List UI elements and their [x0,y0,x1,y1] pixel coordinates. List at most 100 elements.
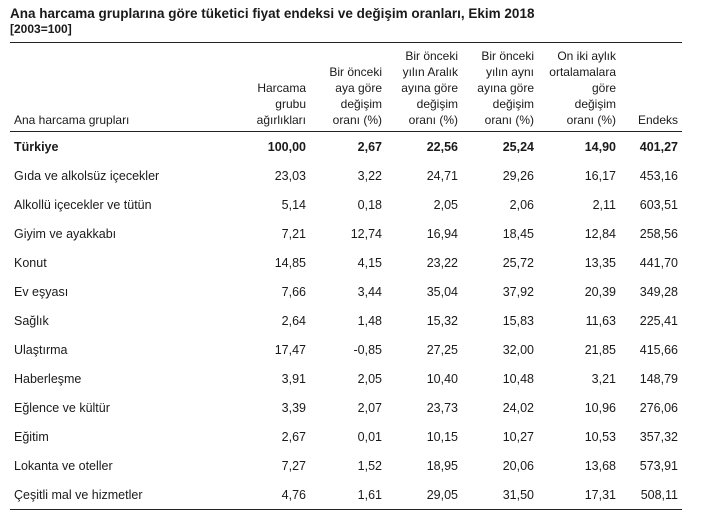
group-name-cell: Lokanta ve oteller [14,458,113,473]
group-name-cell: Türkiye [14,139,59,154]
twelve-month-avg-cell: 11,63 [585,313,616,328]
group-name-cell: Gıda ve alkolsüz içecekler [14,168,160,183]
annual-change-cell: 10,48 [502,371,534,386]
header-row: Ana harcama grupları Harcama grubu ağırlıkl… [10,42,682,132]
annual-change-cell: 31,50 [502,487,534,502]
annual-change-cell: 25,72 [502,255,534,270]
december-change-cell: 29,05 [426,487,458,502]
annual-change-cell: 37,92 [502,284,534,299]
annual-change-cell: 32,00 [502,342,534,357]
monthly-change-cell: 2,67 [357,139,382,154]
monthly-change-cell: 3,22 [357,168,382,183]
monthly-change-cell: 0,01 [357,429,382,444]
annual-change-cell: 15,83 [502,313,534,328]
weight-cell: 3,91 [281,371,306,386]
twelve-month-avg-cell: 10,53 [584,429,616,444]
group-name-cell: Konut [14,255,47,270]
index-cell: 349,28 [639,284,678,299]
header-line: ayına göre [477,81,534,95]
header-line: değişim [574,97,616,111]
december-change-cell: 15,32 [426,313,458,328]
table-row: Gıda ve alkolsüz içecekler 23,03 3,22 24,71… [10,161,682,190]
group-name-cell: Çeşitli mal ve hizmetler [14,487,143,502]
twelve-month-avg-cell: 14,90 [584,139,616,154]
monthly-change-cell: 2,07 [357,400,382,415]
group-name-cell: Sağlık [14,313,49,328]
group-name-cell: Ev eşyası [14,284,69,299]
header-line: aya göre [335,81,382,95]
weight-cell: 100,00 [267,139,306,154]
december-change-cell: 22,56 [426,139,458,154]
weight-cell: 17,47 [274,342,306,357]
december-change-cell: 23,22 [426,255,458,270]
header-line: değişim [340,97,382,111]
index-cell: 225,41 [639,313,678,328]
column-header-twelve-month-avg-change: On iki aylık ortalamalara göre değişim oranı… [538,43,620,132]
december-change-cell: 24,71 [426,168,458,183]
monthly-change-cell: 2,05 [357,371,382,386]
table-row: Eğlence ve kültür 3,39 2,07 23,73 24,02 10,96… [10,393,682,422]
table-body: Türkiye 100,00 2,67 22,56 25,24 14,90 401,27 Gı… [10,132,682,510]
index-cell: 441,70 [639,255,678,270]
cpi-table: Ana harcama grupları Harcama grubu ağırlıkl… [10,42,682,510]
table-row: Ulaştırma 17,47 -0,85 27,25 32,00 21,85 415,66 [10,335,682,364]
header-line: oranı (%) [484,113,534,127]
header-line: On iki aylık [557,49,616,63]
table-row: Eğitim 2,67 0,01 10,15 10,27 10,53 357,32 [10,422,682,451]
header-line: oranı (%) [566,113,616,127]
header-line: Bir önceki [329,65,382,79]
twelve-month-avg-cell: 12,84 [584,226,616,241]
twelve-month-avg-cell: 21,85 [584,342,616,357]
weight-cell: 7,66 [281,284,306,299]
header-line: Endeks [637,113,678,127]
twelve-month-avg-cell: 17,31 [584,487,616,502]
annual-change-cell: 24,02 [502,400,534,415]
header-line: göre [591,81,616,95]
annual-change-cell: 25,24 [502,139,534,154]
group-name-cell: Eğlence ve kültür [14,400,110,415]
annual-change-cell: 2,06 [509,197,534,212]
column-header-weight: Harcama grubu ağırlıkları [228,43,310,132]
table-row: Alkollü içecekler ve tütün 5,14 0,18 2,05 2,… [10,190,682,219]
column-header-index: Endeks [620,43,682,132]
weight-cell: 23,03 [274,168,306,183]
weight-cell: 3,39 [281,400,306,415]
weight-cell: 2,67 [281,429,306,444]
column-header-monthly-change: Bir önceki aya göre değişim oranı (%) [310,43,386,132]
table-row: Çeşitli mal ve hizmetler 4,76 1,61 29,05 31,… [10,480,682,510]
weight-cell: 4,76 [281,487,306,502]
table-title: Ana harcama gruplarına göre tüketici fiy… [10,6,535,21]
table-row: Ev eşyası 7,66 3,44 35,04 37,92 20,39 349,28 [10,277,682,306]
group-name-cell: Haberleşme [14,371,82,386]
monthly-change-cell: 1,52 [357,458,382,473]
header-line: oranı (%) [332,113,382,127]
twelve-month-avg-cell: 10,96 [584,400,616,415]
column-header-annual-change: Bir önceki yılın aynı ayına göre değişim ora… [462,43,538,132]
weight-cell: 7,21 [281,226,306,241]
header-line: Harcama [257,81,306,95]
group-name-cell: Alkollü içecekler ve tütün [14,197,152,212]
weight-cell: 5,14 [281,197,306,212]
index-cell: 148,79 [639,371,678,386]
december-change-cell: 10,15 [426,429,458,444]
december-change-cell: 18,95 [426,458,458,473]
december-change-cell: 23,73 [426,400,458,415]
index-cell: 258,56 [639,226,678,241]
header-line: Bir önceki [405,49,458,63]
header-line: Ana harcama grupları [14,113,130,127]
header-line: yılın Aralık [402,65,458,79]
december-change-cell: 2,05 [433,197,458,212]
header-line: Bir önceki [481,49,534,63]
header-line: grubu [275,97,306,111]
table-row: Sağlık 2,64 1,48 15,32 15,83 11,63 225,41 [10,306,682,335]
header-line: oranı (%) [408,113,458,127]
monthly-change-cell: 1,48 [357,313,382,328]
document-container: Ana harcama gruplarına göre tüketici fiy… [10,6,694,510]
table-row: Haberleşme 3,91 2,05 10,40 10,48 3,21 148,79 [10,364,682,393]
monthly-change-cell: 3,44 [357,284,382,299]
annual-change-cell: 10,27 [502,429,534,444]
table-row-total: Türkiye 100,00 2,67 22,56 25,24 14,90 401,27 [10,132,682,162]
group-name-cell: Eğitim [14,429,49,444]
annual-change-cell: 18,45 [502,226,534,241]
index-cell: 508,11 [640,487,678,502]
